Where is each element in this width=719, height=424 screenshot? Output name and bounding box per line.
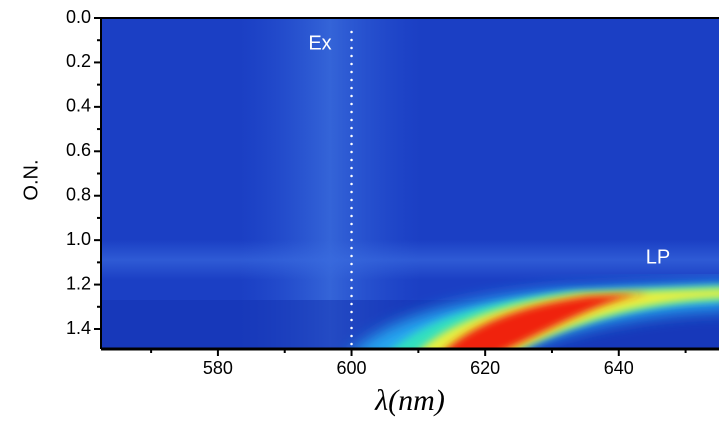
y-tick-label: 1.2 bbox=[66, 273, 91, 293]
x-tick-label: 640 bbox=[604, 358, 634, 378]
x-axis-label: λ(nm) bbox=[374, 384, 445, 417]
axes bbox=[100, 17, 719, 351]
x-tick-label: 600 bbox=[337, 358, 367, 378]
x-tick-label: 620 bbox=[470, 358, 500, 378]
y-tick-label: 1.4 bbox=[66, 318, 91, 338]
y-tick-label: 1.0 bbox=[66, 229, 91, 249]
y-tick-label: 0.0 bbox=[66, 7, 91, 27]
annotation: Ex bbox=[308, 32, 331, 54]
y-tick-label: 0.6 bbox=[66, 140, 91, 160]
x-tick-label: 580 bbox=[203, 358, 233, 378]
annotation: LP bbox=[646, 246, 670, 268]
y-axis-label: O.N. bbox=[20, 159, 42, 200]
heatmap-image bbox=[101, 18, 719, 349]
y-tick-label: 0.8 bbox=[66, 184, 91, 204]
y-tick-label: 0.2 bbox=[66, 51, 91, 71]
y-tick-label: 0.4 bbox=[66, 96, 91, 116]
